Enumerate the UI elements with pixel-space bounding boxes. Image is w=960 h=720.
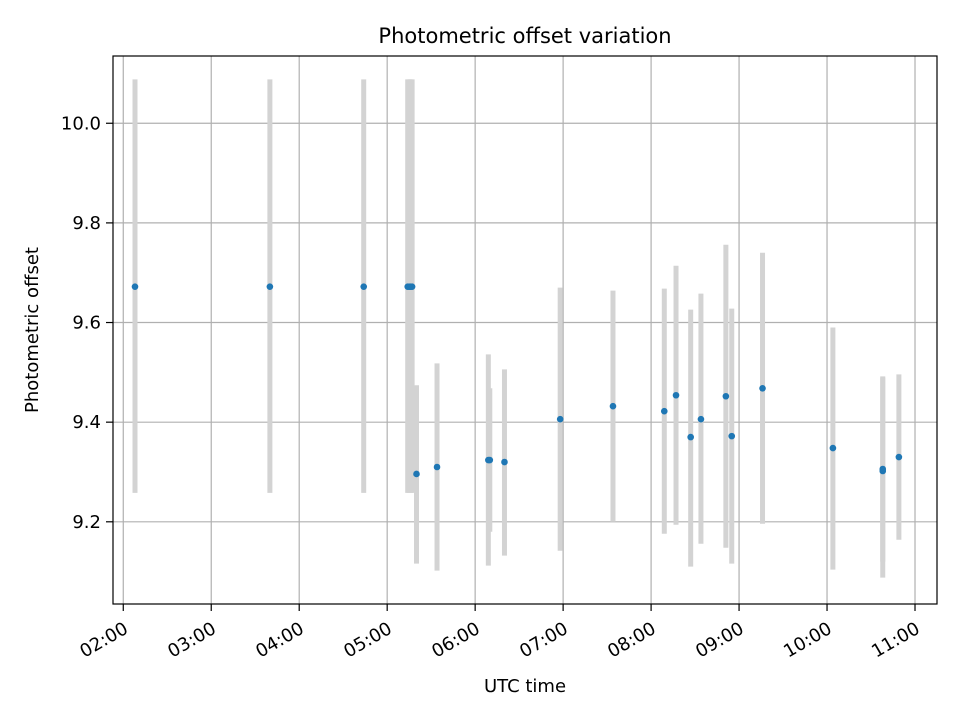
data-point [131,283,139,290]
data-point [697,415,705,423]
data-point [879,465,887,473]
data-point [408,283,416,290]
data-point [722,392,730,400]
data-point [829,444,837,452]
data-point [672,391,680,399]
data-point [687,433,694,441]
data-point [609,402,617,410]
data-point [728,432,736,440]
data-point [759,384,766,392]
y-tick-label: 9.8 [72,213,101,234]
y-tick-label: 9.2 [72,512,101,533]
data-point-layer [131,283,903,478]
chart-title: Photometric offset variation [378,24,671,48]
plot-frame [112,55,938,605]
data-point [486,456,494,464]
x-axis-title: UTC time [484,676,566,697]
y-tick-label: 10.0 [61,113,101,134]
y-tick-label: 9.4 [72,412,101,433]
data-point [660,407,668,415]
data-point [413,470,420,478]
data-point [360,283,368,290]
data-point [266,283,274,290]
y-tick-label: 9.6 [72,313,101,334]
data-point [433,463,441,471]
grid-layer [113,56,937,604]
data-point [895,453,903,461]
y-axis-title: Photometric offset [22,247,43,413]
data-point [501,458,508,466]
data-point [556,415,564,423]
